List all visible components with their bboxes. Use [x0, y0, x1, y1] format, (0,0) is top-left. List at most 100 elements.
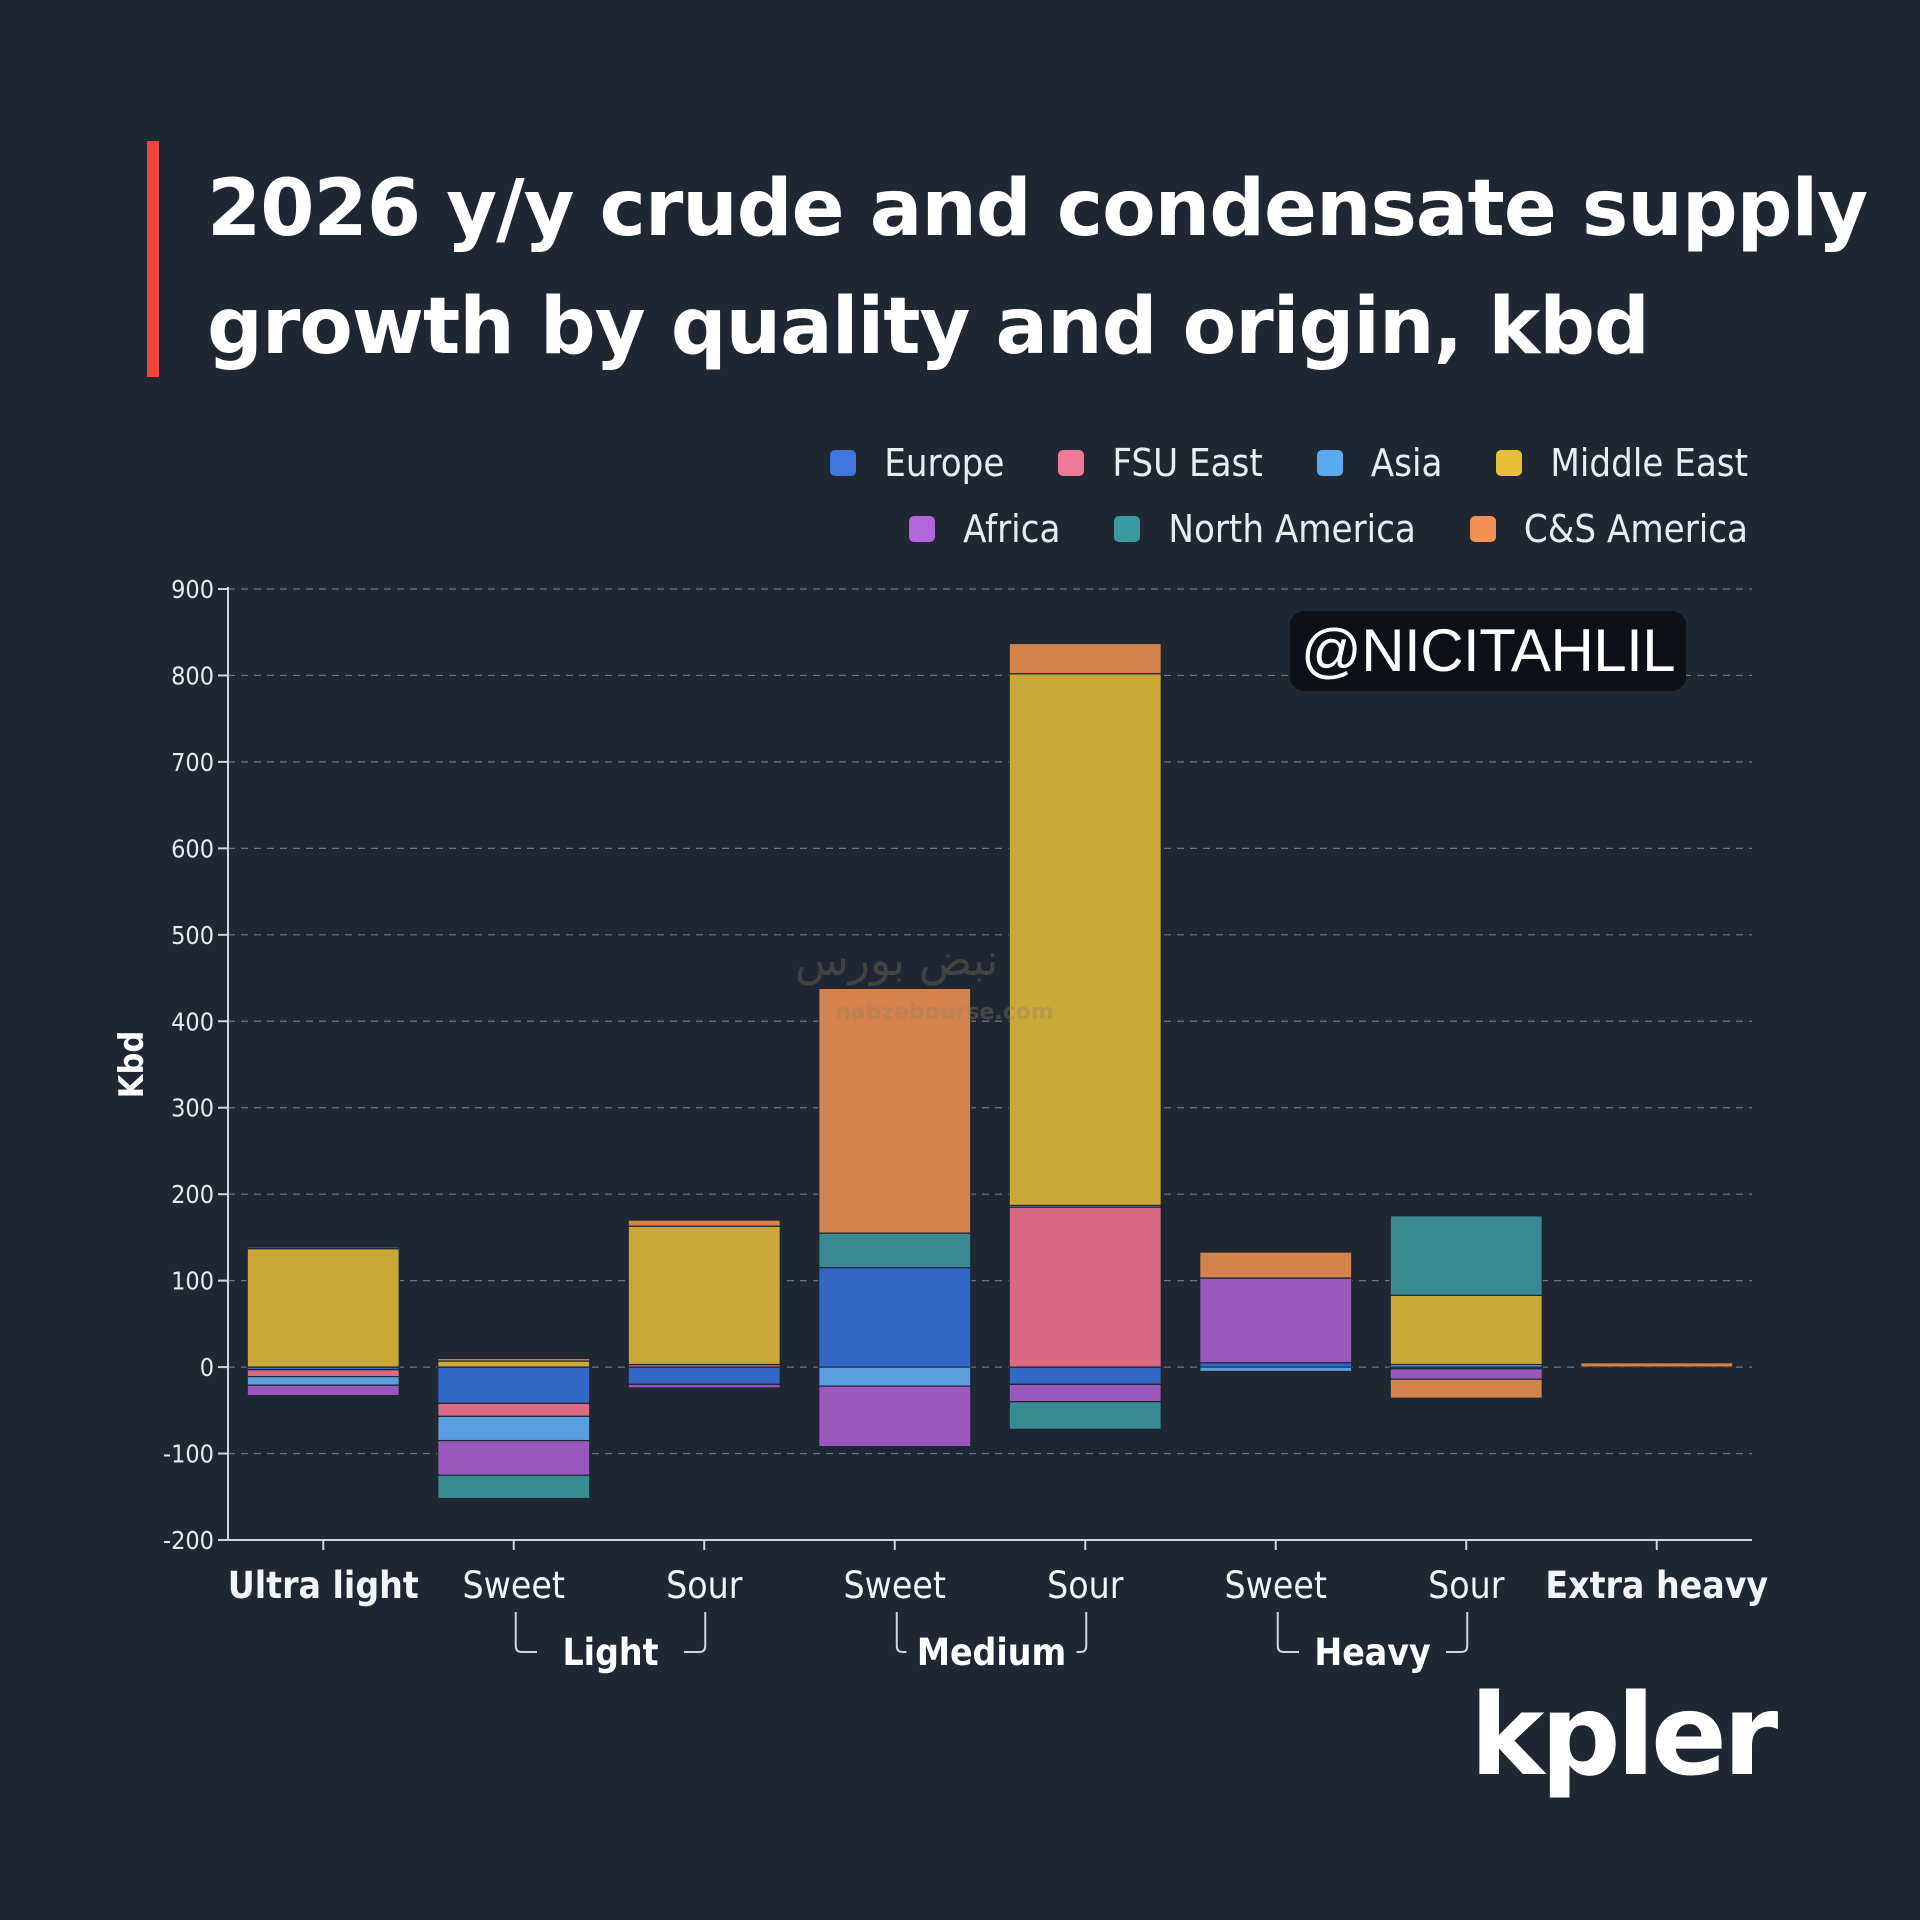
bar-segment-c-s-america-4: [1008, 642, 1162, 675]
legend-item-asia: Asia: [1316, 441, 1443, 485]
legend-swatch-europe: [830, 450, 857, 476]
bar-segment-middle-east-6: [1389, 1294, 1543, 1366]
legend-label-fsu-east: FSU East: [1112, 441, 1263, 485]
legend-swatch-north-america: [1114, 516, 1141, 542]
legend-item-fsu-east: FSU East: [1058, 441, 1263, 485]
legend-label-asia: Asia: [1370, 441, 1443, 485]
chart-title-line2: growth by quality and origin, kbd: [207, 282, 1650, 372]
y-tick-label-600: 600: [171, 834, 214, 863]
x-group-bracket-right-1: [1076, 1612, 1088, 1653]
y-tick-label-0: 0: [200, 1353, 214, 1382]
x-group-label-1: Medium: [917, 1631, 1066, 1674]
bar-segment-asia-5: [1199, 1366, 1353, 1373]
x-group-bracket-right-0: [684, 1612, 707, 1653]
y-tick-label-300: 300: [171, 1094, 214, 1123]
legend-row-1: Europe FSU East Asia Middle East: [648, 430, 1748, 496]
bar-segment-fsu-east-1: [437, 1402, 591, 1417]
y-tick-label--200: -200: [163, 1526, 214, 1555]
bar-segment-asia-1: [437, 1415, 591, 1442]
kpler-logo: kpler: [1470, 1671, 1778, 1801]
bar-segment-europe-5: [1199, 1362, 1353, 1368]
legend-item-middle-east: Middle East: [1496, 441, 1748, 485]
bar-segment-middle-east-4: [1008, 673, 1162, 1207]
grid-layer: [228, 588, 1752, 1455]
bar-segment-c-s-america-7: [1580, 1362, 1734, 1368]
legend-label-cs-america: C&S America: [1523, 507, 1748, 551]
x-category-label-2: Sour: [666, 1564, 743, 1607]
legend-item-africa: Africa: [909, 507, 1060, 551]
legend-swatch-middle-east: [1496, 450, 1523, 476]
bar-segment-africa-2: [627, 1383, 781, 1389]
bar-segment-fsu-east-4: [1008, 1206, 1162, 1368]
legend-swatch-asia: [1316, 450, 1343, 476]
x-category-label-6: Sour: [1428, 1564, 1505, 1607]
legend-swatch-cs-america: [1469, 516, 1496, 542]
x-category-label-0: Ultra light: [228, 1564, 419, 1607]
title-accent-bar: [147, 141, 159, 377]
legend-item-cs-america: C&S America: [1469, 507, 1748, 551]
chart-legend: Europe FSU East Asia Middle East Africa …: [648, 430, 1748, 562]
bar-segment-europe-2: [627, 1366, 781, 1385]
x-category-label-3: Sweet: [844, 1564, 946, 1607]
bar-segment-c-s-america-1: [437, 1357, 591, 1362]
legend-row-2: Africa North America C&S America: [648, 496, 1748, 562]
bar-segment-europe-3: [818, 1267, 972, 1368]
y-tick-label-800: 800: [171, 661, 214, 690]
legend-label-middle-east: Middle East: [1550, 441, 1748, 485]
axis-layer: -200 -100 0 100 200 300 400 500 600 700 800 900 Kbd U…: [112, 575, 1768, 1674]
bar-segment-north-america-3: [818, 1232, 972, 1269]
bar-segment-north-america-0: [246, 1246, 400, 1250]
y-tick-label--100: -100: [163, 1440, 214, 1469]
x-group-bracket-right-2: [1446, 1612, 1469, 1653]
bar-segment-africa-5: [1199, 1277, 1353, 1364]
bar-segment-c-s-america-2: [627, 1219, 781, 1227]
bar-segment-c-s-america-6: [1389, 1378, 1543, 1399]
bar-segment-middle-east-2: [627, 1225, 781, 1366]
bar-segment-africa-3: [818, 1385, 972, 1448]
x-category-label-5: Sweet: [1225, 1564, 1327, 1607]
background-watermark-site: nabzebourse.com: [835, 1000, 1054, 1025]
bar-segment-africa-4: [1008, 1383, 1162, 1403]
bar-segment-fsu-east-0: [246, 1369, 400, 1378]
bar-segment-north-america-4: [1008, 1401, 1162, 1430]
chart-title: 2026 y/y crude and condensate supply gro…: [207, 150, 1868, 386]
x-category-label-1: Sweet: [463, 1564, 565, 1607]
bar-segment-north-america-6: [1389, 1215, 1543, 1296]
bar-segment-c-s-america-3: [818, 987, 972, 1234]
x-group-bracket-left-0: [514, 1612, 537, 1653]
legend-label-africa: Africa: [963, 507, 1061, 551]
legend-item-north-america: North America: [1114, 507, 1416, 551]
y-tick-label-200: 200: [171, 1180, 214, 1209]
y-tick-label-900: 900: [171, 575, 214, 604]
y-tick-label-400: 400: [171, 1007, 214, 1036]
x-group-label-2: Heavy: [1314, 1631, 1431, 1674]
watermark-handle: @NICITAHLIL: [1290, 611, 1686, 691]
y-tick-label-500: 500: [171, 921, 214, 950]
x-group-bracket-left-2: [1276, 1612, 1299, 1653]
legend-item-europe: Europe: [830, 441, 1004, 485]
legend-label-europe: Europe: [884, 441, 1005, 485]
x-category-label-7: Extra heavy: [1545, 1564, 1768, 1607]
x-group-bracket-left-1: [895, 1612, 907, 1653]
legend-label-north-america: North America: [1168, 507, 1416, 551]
bar-segment-africa-1: [437, 1439, 591, 1476]
legend-swatch-africa: [909, 516, 936, 542]
y-tick-label-100: 100: [171, 1267, 214, 1296]
legend-swatch-fsu-east: [1058, 450, 1085, 476]
bar-segment-asia-3: [818, 1366, 972, 1387]
bar-segment-middle-east-0: [246, 1248, 400, 1368]
bar-segment-europe-4: [1008, 1366, 1162, 1385]
bar-segment-asia-0: [246, 1376, 400, 1386]
x-category-label-4: Sour: [1047, 1564, 1124, 1607]
bar-segment-africa-0: [246, 1384, 400, 1397]
y-tick-label-700: 700: [171, 748, 214, 777]
x-group-label-0: Light: [562, 1631, 658, 1674]
bar-segment-middle-east-1: [437, 1360, 591, 1368]
bars-layer: [246, 642, 1734, 1500]
bar-segment-europe-1: [437, 1366, 591, 1405]
chart-title-line1: 2026 y/y crude and condensate supply: [207, 164, 1868, 254]
bar-segment-north-america-1: [437, 1474, 591, 1500]
bar-segment-c-s-america-5: [1199, 1251, 1353, 1279]
bar-segment-africa-6: [1389, 1368, 1543, 1380]
